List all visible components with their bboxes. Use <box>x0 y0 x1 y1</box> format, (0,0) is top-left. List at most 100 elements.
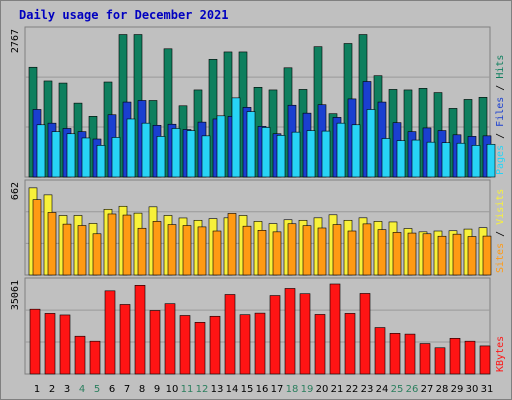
bar-kbytes-24 <box>374 327 386 375</box>
bar-sites-7 <box>122 214 132 276</box>
x-tick-label-10: 10 <box>166 384 179 395</box>
bar-kbytes-2 <box>44 313 56 375</box>
x-tick-label-25: 25 <box>391 384 404 395</box>
x-tick-label-4: 4 <box>79 384 85 395</box>
bar-sites-26 <box>407 232 417 276</box>
bar-pages-9 <box>156 136 166 178</box>
bar-pages-8 <box>141 122 151 178</box>
bar-pages-22 <box>351 124 361 178</box>
bar-sites-29 <box>452 233 462 276</box>
bar-pages-27 <box>426 141 436 178</box>
bar-kbytes-14 <box>224 294 236 375</box>
bar-pages-1 <box>36 124 46 178</box>
bar-kbytes-23 <box>359 293 371 375</box>
bar-sites-25 <box>392 232 402 276</box>
bar-sites-30 <box>467 236 477 276</box>
x-tick-label-17: 17 <box>271 384 284 395</box>
bar-kbytes-20 <box>314 314 326 375</box>
x-tick-label-1: 1 <box>34 384 40 395</box>
bar-sites-5 <box>92 233 102 276</box>
bar-pages-30 <box>471 145 481 178</box>
bar-sites-27 <box>422 233 432 276</box>
bar-sites-12 <box>197 226 207 276</box>
x-tick-label-9: 9 <box>154 384 160 395</box>
panel-legend: Pages / Files / Hits <box>495 55 506 175</box>
bar-sites-28 <box>437 235 447 276</box>
panel-legend: Sites / Visits <box>495 189 506 273</box>
legend-sites: Sites <box>495 243 506 273</box>
bar-sites-15 <box>242 225 252 276</box>
bar-sites-9 <box>152 221 162 276</box>
x-tick-label-30: 30 <box>466 384 479 395</box>
bar-kbytes-17 <box>269 295 281 375</box>
bar-pages-29 <box>456 142 466 178</box>
bar-sites-8 <box>137 227 147 276</box>
x-tick-label-31: 31 <box>481 384 494 395</box>
x-tick-label-23: 23 <box>361 384 374 395</box>
bar-sites-1 <box>32 199 42 276</box>
bar-kbytes-18 <box>284 288 296 375</box>
bar-sites-19 <box>302 225 312 276</box>
bar-pages-21 <box>336 122 346 178</box>
bar-pages-11 <box>186 130 196 178</box>
x-tick-label-6: 6 <box>109 384 115 395</box>
y-max-label: 662 <box>10 182 21 200</box>
x-tick-label-5: 5 <box>94 384 100 395</box>
bar-sites-17 <box>272 231 282 276</box>
bar-sites-24 <box>377 229 387 276</box>
legend-separator: / <box>495 127 506 145</box>
bar-kbytes-8 <box>134 285 146 375</box>
legend-separator: / <box>495 225 506 243</box>
bar-pages-12 <box>201 135 211 178</box>
bar-pages-24 <box>381 138 391 178</box>
legend-files: Files <box>495 97 506 127</box>
x-tick-label-16: 16 <box>256 384 269 395</box>
bar-kbytes-30 <box>464 340 476 375</box>
bar-sites-10 <box>167 224 177 276</box>
bar-kbytes-26 <box>404 333 416 375</box>
bar-sites-23 <box>362 223 372 276</box>
x-tick-label-13: 13 <box>211 384 224 395</box>
bar-kbytes-1 <box>29 308 41 375</box>
chart-title: Daily usage for December 2021 <box>19 8 229 22</box>
bar-pages-28 <box>441 142 451 178</box>
bar-pages-31 <box>486 143 496 178</box>
bar-pages-19 <box>306 130 316 178</box>
bar-kbytes-11 <box>179 315 191 375</box>
bar-pages-13 <box>216 115 226 178</box>
bar-pages-18 <box>291 131 301 178</box>
bar-pages-2 <box>51 131 61 178</box>
y-max-label: 2767 <box>10 29 21 53</box>
x-tick-label-11: 11 <box>181 384 194 395</box>
bar-kbytes-28 <box>434 347 446 375</box>
bar-sites-13 <box>212 230 222 276</box>
bar-pages-7 <box>126 118 136 178</box>
bar-kbytes-29 <box>449 338 461 375</box>
x-tick-label-28: 28 <box>436 384 449 395</box>
x-tick-label-8: 8 <box>139 384 145 395</box>
bar-kbytes-4 <box>74 335 86 375</box>
panel-legend: KBytes <box>495 336 506 372</box>
x-tick-label-27: 27 <box>421 384 434 395</box>
x-tick-label-19: 19 <box>301 384 314 395</box>
bar-kbytes-31 <box>479 345 491 375</box>
bar-pages-3 <box>66 133 76 178</box>
x-tick-label-24: 24 <box>376 384 389 395</box>
bar-sites-2 <box>47 212 57 276</box>
bar-kbytes-15 <box>239 314 251 375</box>
bar-sites-11 <box>182 225 192 276</box>
bar-pages-14 <box>231 97 241 178</box>
bar-sites-16 <box>257 230 267 276</box>
bar-pages-20 <box>321 130 331 178</box>
x-tick-label-18: 18 <box>286 384 299 395</box>
panel-0: 2767 Pages / Files / Hits <box>10 26 506 178</box>
bar-kbytes-6 <box>104 290 116 375</box>
legend-separator: / <box>495 79 506 97</box>
legend-pages: Pages <box>495 145 506 175</box>
bar-kbytes-13 <box>209 315 221 375</box>
x-tick-label-12: 12 <box>196 384 209 395</box>
bar-kbytes-19 <box>299 293 311 375</box>
legend-visits: Visits <box>495 189 506 225</box>
bar-kbytes-3 <box>59 314 71 375</box>
